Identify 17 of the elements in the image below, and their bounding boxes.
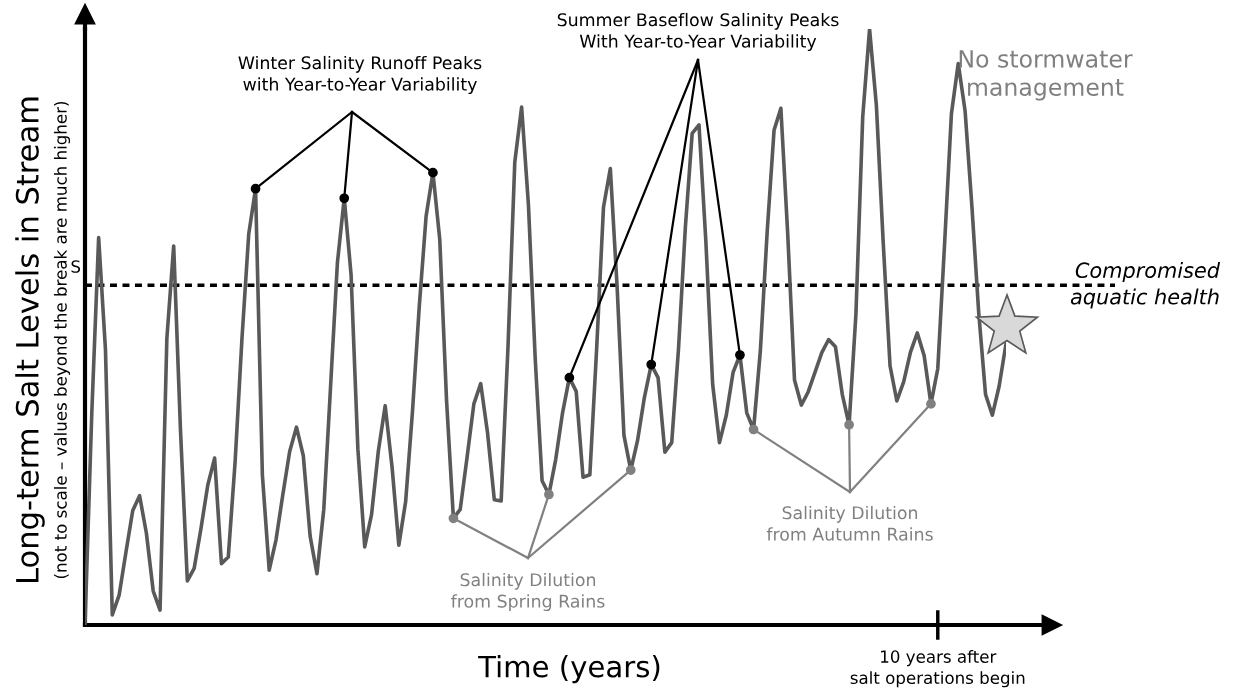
series-label: No stormwater management [959, 50, 1133, 101]
annotation: Salinity Dilution from Autumn Rains [766, 505, 933, 541]
annotation: Summer Baseflow Salinity Peaks With Year-to-Year Variability [557, 12, 839, 52]
point [926, 399, 936, 409]
text: S [71, 260, 81, 273]
point [844, 419, 854, 430]
y-axis-title: Long-term Salt Levels in Stream [15, 97, 45, 582]
text: 10 years after salt operations begin [850, 650, 1025, 688]
point [625, 465, 636, 475]
x-axis-title: Time (years) [478, 655, 660, 684]
point [448, 513, 459, 524]
annotation: Winter Salinity Runoff Peaks with Year-to-Year Variability [238, 55, 482, 95]
text: (not to scale – values beyond the break are much higher) [53, 101, 71, 579]
point [748, 424, 759, 435]
point [544, 489, 554, 500]
ref-line-label: Compromised aquatic health [1070, 261, 1221, 309]
annotation: Salinity Dilution from Spring Rains [451, 572, 605, 612]
